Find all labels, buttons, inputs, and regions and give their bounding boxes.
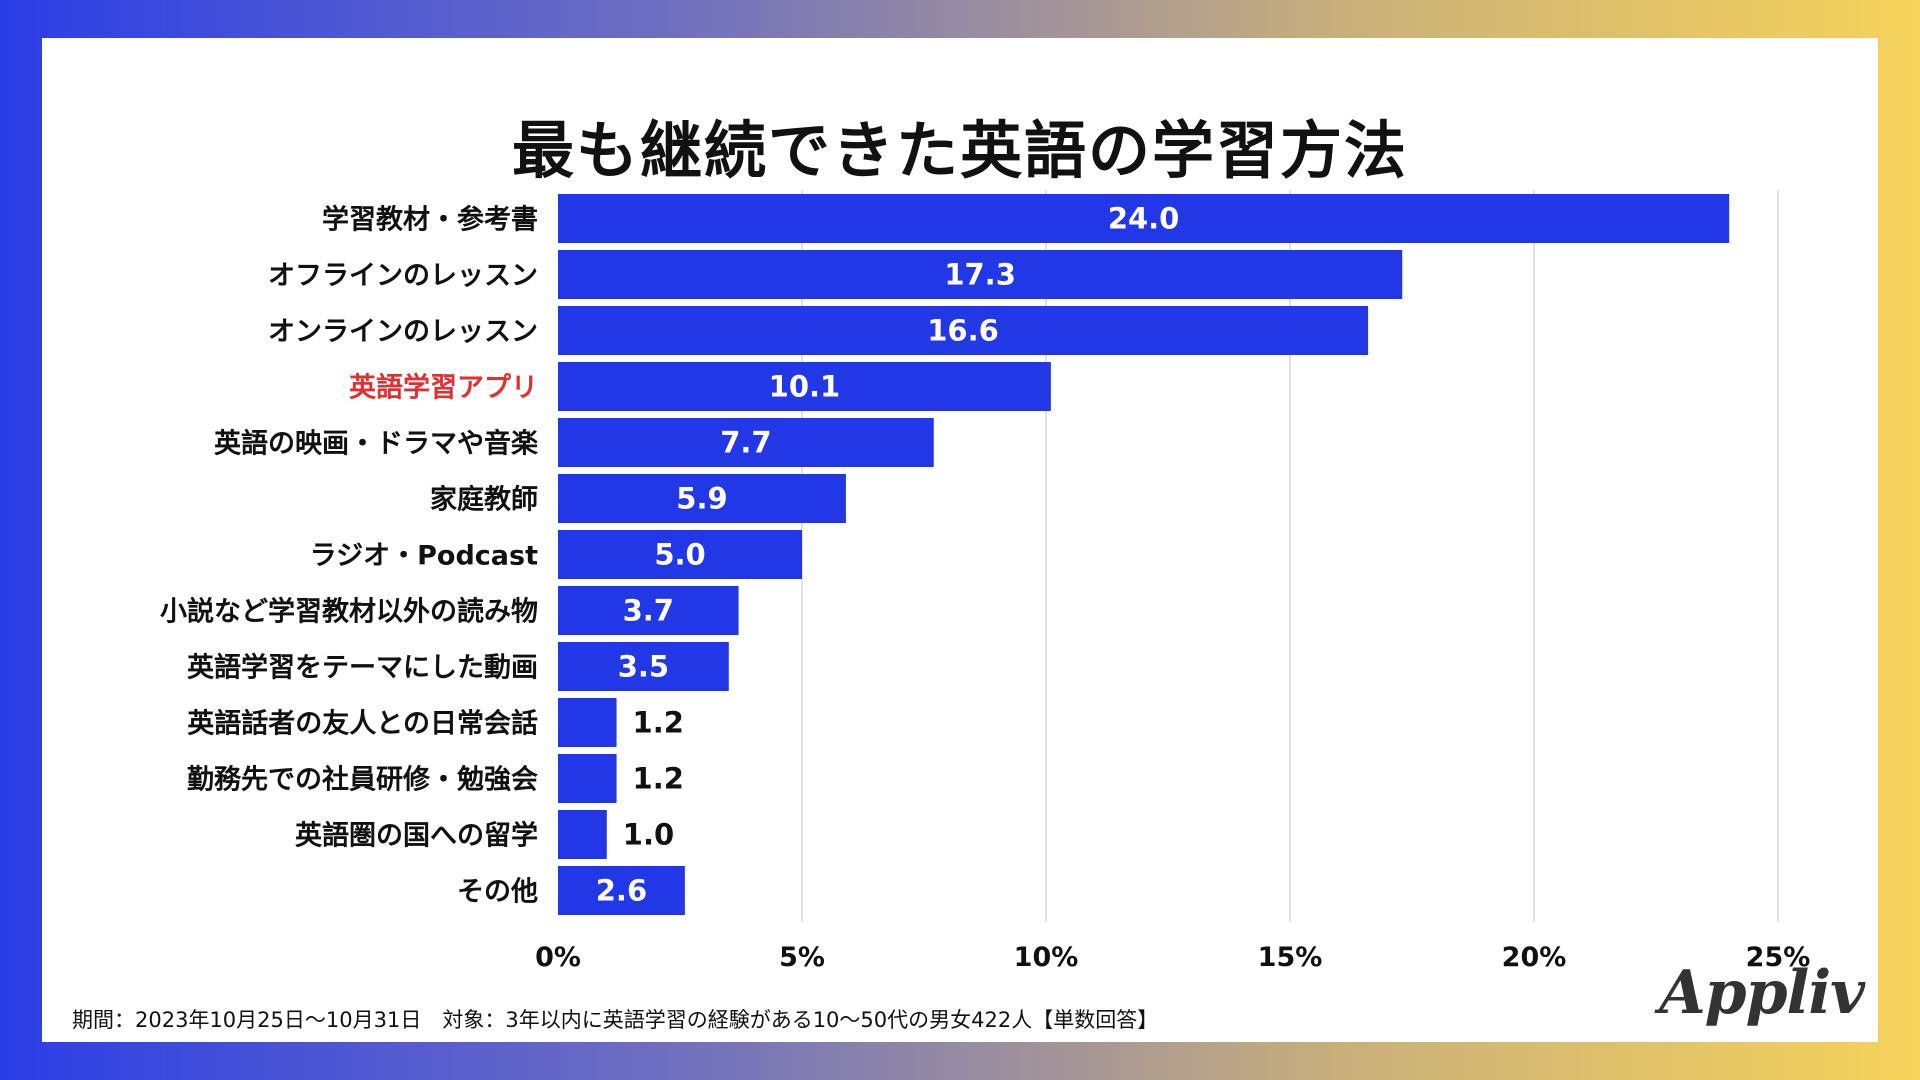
bar	[558, 418, 934, 467]
x-tick-label: 15%	[1258, 942, 1323, 973]
data-label: 5.9	[676, 482, 727, 516]
bar	[558, 194, 1730, 243]
category-label: 英語圏の国への留学	[295, 820, 538, 852]
bar	[558, 362, 1051, 411]
data-label: 16.6	[927, 314, 999, 348]
bar	[558, 810, 607, 859]
data-label: 5.0	[654, 538, 705, 572]
bar	[558, 306, 1369, 355]
bar	[558, 586, 739, 635]
chart-card: 最も継続できた英語の学習方法 0% 5% 10% 15% 20% 25% 学習教材・参考書 2…	[42, 38, 1878, 1042]
category-label: 英語学習アプリ	[349, 372, 538, 404]
data-label: 24.0	[1108, 202, 1180, 236]
x-tick-label: 0%	[535, 942, 581, 973]
data-label: 2.6	[596, 874, 647, 908]
category-label: 家庭教師	[430, 484, 538, 516]
data-label: 10.1	[769, 370, 841, 404]
bar	[558, 698, 617, 747]
category-label: ラジオ・Podcast	[310, 541, 538, 572]
category-label: 学習教材・参考書	[322, 204, 538, 236]
bar-chart: 0% 5% 10% 15% 20% 25% 学習教材・参考書 24.0 オフラインのレッスン 17…	[160, 190, 1811, 973]
x-tick-label: 10%	[1014, 942, 1079, 973]
category-label: 英語学習をテーマにした動画	[187, 652, 538, 684]
x-tick-label: 25%	[1746, 942, 1811, 973]
bar	[558, 474, 846, 523]
data-label: 1.2	[633, 706, 684, 740]
bar	[558, 642, 729, 691]
bar	[558, 866, 685, 915]
data-label: 3.5	[618, 650, 669, 684]
data-label: 7.7	[720, 426, 771, 460]
bar	[558, 754, 617, 803]
category-label: その他	[457, 877, 538, 908]
bar	[558, 250, 1403, 299]
data-label: 1.2	[633, 762, 684, 796]
data-label: 1.0	[623, 818, 674, 852]
x-tick-label: 20%	[1502, 942, 1567, 973]
category-label: オンラインのレッスン	[268, 317, 538, 348]
x-tick-label: 5%	[779, 942, 825, 973]
category-label: 英語の映画・ドラマや音楽	[214, 428, 538, 460]
data-label: 3.7	[623, 594, 674, 628]
category-label: 英語話者の友人との日常会話	[187, 708, 538, 740]
category-label: オフラインのレッスン	[268, 261, 538, 292]
appliv-logo: Appliv	[1659, 958, 1865, 1028]
chart-title: 最も継続できた英語の学習方法	[511, 114, 1408, 187]
category-label: 小説など学習教材以外の読み物	[160, 596, 538, 628]
bar	[558, 530, 802, 579]
footnote: 期間：2023年10月25日〜10月31日 対象：3年以内に英語学習の経験がある…	[72, 1008, 1159, 1032]
data-label: 17.3	[944, 258, 1016, 292]
category-label: 勤務先での社員研修・勉強会	[187, 764, 538, 796]
